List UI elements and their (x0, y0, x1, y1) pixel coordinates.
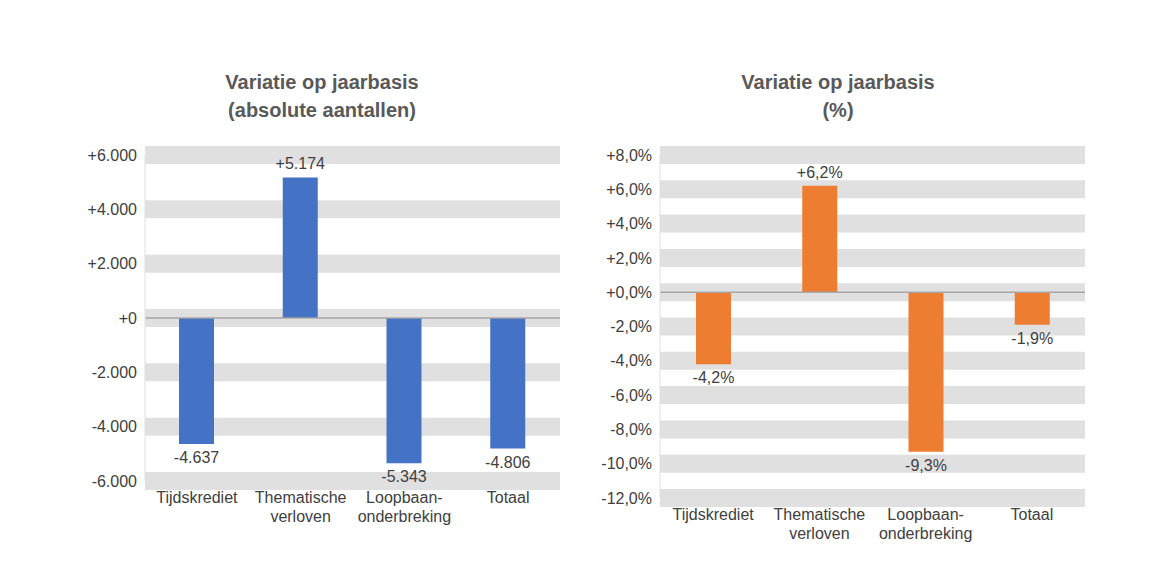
html-text:(absolute aantallen): (absolute aantallen) (228, 99, 416, 121)
svg-text:-4,2%: -4,2% (693, 369, 735, 386)
svg-text:-12,0%: -12,0% (601, 490, 652, 507)
svg-text:Tijdskrediet: Tijdskrediet (156, 489, 238, 506)
svg-text:-2.000: -2.000 (92, 364, 137, 381)
svg-text:Loopbaan-onderbreking: Loopbaan-onderbreking (879, 506, 972, 542)
svg-text:+5.174: +5.174 (276, 155, 325, 172)
svg-text:Totaal: Totaal (1011, 506, 1054, 523)
svg-text:-8,0%: -8,0% (610, 421, 652, 438)
svg-text:+4.000: +4.000 (88, 201, 137, 218)
svg-text:+8,0%: +8,0% (606, 147, 652, 164)
svg-text:-2,0%: -2,0% (610, 318, 652, 335)
svg-text:Thematischeverloven: Thematischeverloven (774, 506, 866, 542)
svg-text:-10,0%: -10,0% (601, 455, 652, 472)
svg-text:Thematischeverloven: Thematischeverloven (255, 489, 347, 525)
svg-text:-4.000: -4.000 (92, 418, 137, 435)
svg-text:+0,0%: +0,0% (606, 284, 652, 301)
svg-text:-6.000: -6.000 (92, 473, 137, 490)
svg-text:Totaal: Totaal (487, 489, 530, 506)
svg-text:+0: +0 (119, 310, 137, 327)
svg-text:-9,3%: -9,3% (905, 457, 947, 474)
svg-text:-4,0%: -4,0% (610, 352, 652, 369)
svg-text:+6,2%: +6,2% (797, 164, 843, 181)
svg-text:Loopbaan-onderbreking: Loopbaan-onderbreking (358, 489, 451, 525)
svg-text:+2,0%: +2,0% (606, 250, 652, 267)
svg-text:-4.637: -4.637 (174, 449, 219, 466)
svg-text:-6,0%: -6,0% (610, 387, 652, 404)
html-text:Variatie op jaarbasis: Variatie op jaarbasis (225, 71, 419, 93)
svg-text:+4,0%: +4,0% (606, 215, 652, 232)
svg-text:+2.000: +2.000 (88, 255, 137, 272)
svg-text:-1,9%: -1,9% (1011, 330, 1053, 347)
svg-text:-5.343: -5.343 (381, 468, 426, 485)
svg-text:-4.806: -4.806 (485, 454, 530, 471)
svg-text:+6.000: +6.000 (88, 147, 137, 164)
svg-text:Tijdskrediet: Tijdskrediet (673, 506, 755, 523)
html-text:Variatie op jaarbasis: Variatie op jaarbasis (741, 71, 935, 93)
svg-text:+6,0%: +6,0% (606, 181, 652, 198)
